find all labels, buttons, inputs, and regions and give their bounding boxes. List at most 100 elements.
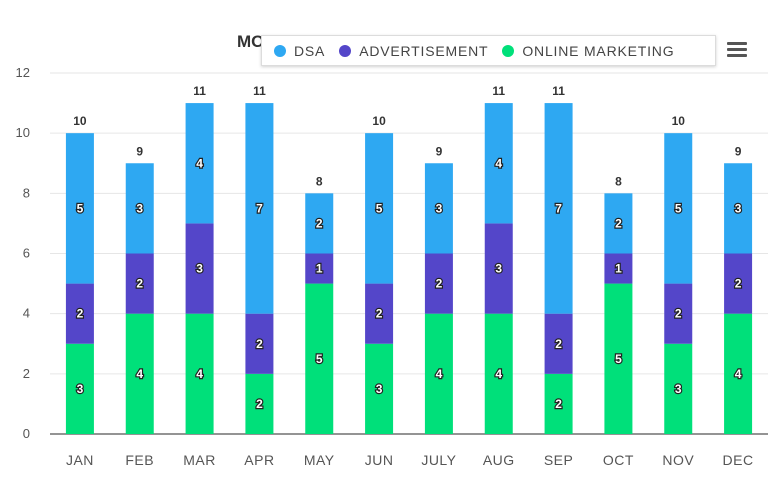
bar-value-label: 2 — [316, 216, 323, 230]
legend-item-online-marketing[interactable]: ONLINE MARKETING — [502, 43, 674, 59]
bar-advertisement — [125, 253, 154, 314]
bar-value-label: 2 — [136, 277, 143, 291]
legend-label-advertisement: ADVERTISEMENT — [359, 42, 489, 59]
legend-label-dsa: DSA — [294, 42, 326, 59]
bar-dsa — [365, 133, 394, 284]
bar-total-label: 11 — [492, 84, 505, 98]
bar-value-label: 2 — [675, 307, 682, 321]
bar-total-label: 10 — [73, 114, 87, 128]
y-tick-label: 4 — [23, 306, 30, 321]
y-tick-label: 10 — [16, 125, 30, 140]
bar-online-marketing — [305, 283, 334, 434]
legend-label-online-marketing: ONLINE MARKETING — [522, 42, 675, 59]
x-tick-label: MAR — [183, 452, 216, 468]
x-tick-label: DEC — [723, 452, 754, 468]
grid-lines — [50, 72, 768, 435]
bar-total-label: 11 — [552, 84, 565, 98]
hamburger-menu-icon[interactable] — [727, 42, 749, 60]
bar-advertisement — [245, 313, 274, 374]
bar-dsa — [65, 133, 94, 284]
bar-value-label: 3 — [436, 201, 443, 215]
legend-marker-advertisement — [339, 44, 352, 57]
legend-marker-online-marketing — [502, 44, 515, 57]
bar-value-label: 7 — [555, 201, 562, 215]
bar-advertisement — [365, 283, 394, 344]
bar-online-marketing — [604, 283, 633, 434]
bar-value-label: 2 — [436, 277, 443, 291]
bar-online-marketing — [125, 313, 154, 434]
x-tick-label: APR — [244, 452, 274, 468]
y-tick-label: 2 — [23, 366, 30, 381]
y-tick-label: 6 — [23, 246, 30, 261]
bar-advertisement — [185, 223, 214, 314]
bar-online-marketing — [245, 373, 274, 434]
bar-value-label: 5 — [675, 201, 682, 215]
bar-value-label: 4 — [735, 367, 742, 381]
bar-value-label: 1 — [316, 262, 323, 276]
bar-advertisement — [424, 253, 453, 314]
x-tick-label: JUN — [365, 452, 394, 468]
bar-value-label: 2 — [555, 337, 562, 351]
bar-total-label: 11 — [253, 84, 266, 98]
bar-value-label: 2 — [555, 397, 562, 411]
bar-online-marketing — [544, 373, 573, 434]
bar-online-marketing — [185, 313, 214, 434]
bar-online-marketing — [365, 343, 394, 434]
bar-dsa — [185, 103, 214, 224]
bar-value-label: 3 — [735, 201, 742, 215]
bar-value-label: 2 — [615, 216, 622, 230]
y-tick-label: 8 — [23, 185, 30, 200]
x-tick-label: JAN — [66, 452, 94, 468]
bar-advertisement — [65, 283, 94, 344]
bar-online-marketing — [424, 313, 453, 434]
bar-dsa — [604, 193, 633, 254]
bar-dsa — [664, 133, 693, 284]
legend-item-dsa[interactable]: DSA — [274, 43, 325, 59]
bar-advertisement — [484, 223, 513, 314]
bar-value-label: 4 — [196, 367, 203, 381]
bar-value-label: 3 — [495, 262, 502, 276]
bar-value-label: 4 — [495, 156, 502, 170]
legend-item-advertisement[interactable]: ADVERTISEMENT — [339, 43, 488, 59]
bar-value-label: 5 — [376, 201, 383, 215]
bars: 3 2 5 4 2 3 4 3 4 2 2 7 5 1 2 3 2 5 4 2 3 4 3 4 2 2 7 5 1 2 3 2 5 4 2 3 — [65, 103, 753, 434]
bar-total-label: 9 — [436, 144, 443, 158]
bar-value-label: 3 — [136, 201, 143, 215]
bar-value-label: 3 — [77, 382, 84, 396]
bar-advertisement — [664, 283, 693, 344]
bar-value-label: 2 — [735, 277, 742, 291]
bar-value-label: 1 — [615, 262, 622, 276]
bar-online-marketing — [664, 343, 693, 434]
bar-online-marketing — [484, 313, 513, 434]
bar-value-label: 3 — [196, 262, 203, 276]
x-tick-label: FEB — [125, 452, 154, 468]
y-axis-ticks: 0 2 4 6 8 10 12 — [16, 65, 30, 441]
bar-value-label: 2 — [256, 337, 263, 351]
bar-advertisement — [544, 313, 573, 374]
bar-dsa — [484, 103, 513, 224]
bar-dsa — [125, 163, 154, 254]
bar-total-label: 10 — [672, 114, 686, 128]
total-labels: 10 9 11 11 8 10 9 11 11 8 10 9 — [73, 84, 742, 188]
bar-dsa — [724, 163, 753, 254]
bar-value-label: 5 — [615, 352, 622, 366]
bar-value-label: 7 — [256, 201, 263, 215]
y-tick-label: 12 — [16, 65, 30, 80]
bar-value-label: 2 — [376, 307, 383, 321]
bar-value-label: 4 — [495, 367, 502, 381]
bar-dsa — [544, 103, 573, 314]
x-tick-label: JULY — [421, 452, 456, 468]
bar-online-marketing — [724, 313, 753, 434]
x-tick-label: OCT — [603, 452, 634, 468]
y-tick-label: 0 — [23, 426, 30, 441]
bar-value-label: 5 — [77, 201, 84, 215]
bar-value-label: 4 — [196, 156, 203, 170]
x-tick-label: AUG — [483, 452, 515, 468]
bar-value-label: 3 — [675, 382, 682, 396]
bar-advertisement — [604, 253, 633, 284]
bar-total-label: 9 — [735, 144, 742, 158]
bar-dsa — [245, 103, 274, 314]
bar-value-label: 2 — [77, 307, 84, 321]
bar-online-marketing — [65, 343, 94, 434]
